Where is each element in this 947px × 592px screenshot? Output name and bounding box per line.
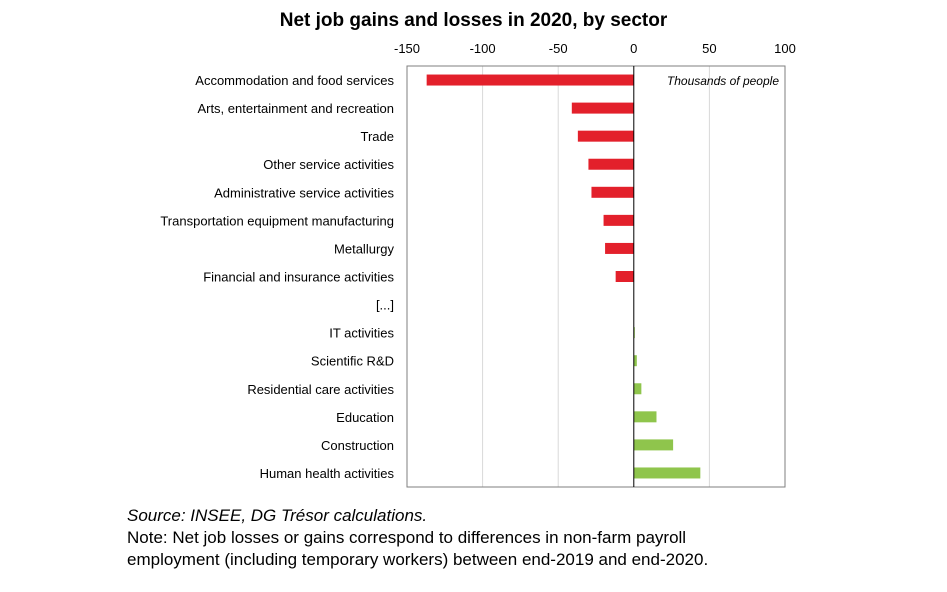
bar — [571, 102, 634, 114]
gridlines — [406, 66, 786, 487]
category-label: Trade — [361, 129, 394, 144]
category-label: Financial and insurance activities — [203, 270, 394, 285]
bar — [633, 383, 642, 395]
category-label: IT activities — [329, 326, 394, 341]
bars — [426, 74, 701, 479]
bar — [633, 467, 701, 479]
category-label: Other service activities — [263, 157, 394, 172]
bar — [633, 411, 657, 423]
plot-border — [406, 65, 786, 488]
category-label: Accommodation and food services — [195, 73, 394, 88]
note-line-2: employment (including temporary workers)… — [127, 550, 709, 569]
bar — [588, 158, 634, 170]
bar — [577, 130, 634, 142]
chart-title: Net job gains and losses in 2020, by sec… — [279, 10, 668, 31]
x-tick-label: -100 — [470, 41, 496, 56]
category-label: Transportation equipment manufacturing — [160, 213, 394, 228]
bar — [633, 439, 674, 451]
category-label: Scientific R&D — [311, 354, 394, 369]
x-tick-label: -150 — [394, 41, 420, 56]
axes — [406, 65, 786, 488]
category-label: [...] — [376, 298, 394, 313]
unit-label: Thousands of people — [667, 74, 779, 88]
bar — [633, 355, 637, 367]
bar — [605, 242, 634, 254]
category-label: Human health activities — [260, 466, 395, 481]
x-tick-label: 100 — [774, 41, 796, 56]
bar — [603, 214, 634, 226]
x-tick-label: -50 — [549, 41, 568, 56]
source-note: Source: INSEE, DG Trésor calculations. — [127, 506, 428, 525]
bar — [615, 271, 634, 282]
category-label: Administrative service activities — [214, 185, 394, 200]
note-line-1: Note: Net job losses or gains correspond… — [127, 528, 687, 547]
x-tick-label: 50 — [702, 41, 716, 56]
category-label: Metallurgy — [334, 241, 394, 256]
category-label: Construction — [321, 438, 394, 453]
bar — [426, 74, 634, 86]
labels: -150 -100 -50 0 50 100 Accommodation and food … — [160, 41, 796, 481]
x-tick-label: 0 — [630, 41, 637, 56]
category-label: Residential care activities — [247, 382, 394, 397]
bar-chart: -150 -100 -50 0 50 100 Accommodation and food … — [160, 41, 796, 488]
bar — [591, 186, 634, 198]
category-label: Arts, entertainment and recreation — [197, 101, 394, 116]
category-label: Education — [336, 410, 394, 425]
